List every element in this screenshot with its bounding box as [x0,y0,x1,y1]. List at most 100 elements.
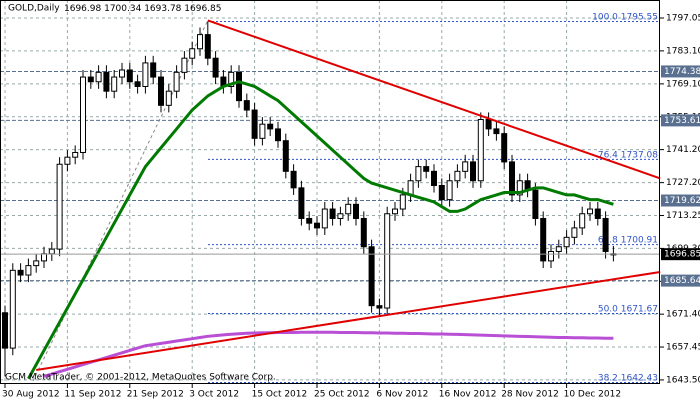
candle-body [579,213,586,229]
candle-body [470,161,476,182]
candle-body [415,166,422,182]
candle-body [594,208,601,219]
fib-price: 1642.43 [621,373,658,383]
candle-body [236,71,242,102]
candle-body [423,166,430,172]
x-tick-label: 6 Nov 2012 [376,390,428,400]
header-low: 1693.78 [144,4,181,14]
level-box [661,274,700,287]
candle-body [306,217,313,224]
fib-ratio: 50.0 [598,304,618,314]
level-label: 1774.38 [664,67,700,77]
candle-body [314,222,320,229]
candle-body [587,208,593,215]
candle-body [95,71,102,83]
header-open: 1696.98 [64,4,101,14]
candle-body [204,34,211,59]
candle-body [111,76,118,92]
candle-body [64,156,71,165]
candle-body [103,71,110,92]
candle-body [9,269,16,349]
x-tick-label: 15 Oct 2012 [252,390,308,400]
candle-body [462,161,469,172]
x-tick-label: 11 Sep 2012 [64,390,121,400]
y-tick-label: 1797.05 [666,14,700,24]
fib-ratio: 76.4 [598,150,618,160]
y-tick-label: 1769.10 [666,79,700,89]
candle-body [259,123,266,139]
candle-body [267,123,274,130]
candle-body [173,71,180,92]
candle-body [563,236,570,248]
y-tick-label: 1741.20 [666,145,700,155]
y-tick-label: 1727.20 [666,178,700,188]
x-tick-label: 25 Oct 2012 [314,390,370,400]
candle-body [337,213,344,219]
moving-average [27,80,614,380]
x-tick-label: 3 Oct 2012 [189,390,239,400]
x-tick-label: 16 Nov 2012 [439,390,497,400]
candle-body [392,208,398,215]
candle-body [56,163,63,250]
level-box [661,194,700,207]
candle-body [571,227,578,238]
candle-body [126,69,133,83]
candle-body [243,100,250,111]
fib-price: 1737.08 [621,150,658,160]
candle-body [368,246,375,307]
fib-label: 50.0 1671.67 [598,304,658,314]
current-price-label: 1696.85 [664,250,700,260]
candle-body [540,217,547,262]
candle-body [509,161,515,196]
header-ohlc: 1696.98 1700.34 1693.78 1696.85 [64,4,222,14]
candle-body [321,208,328,229]
candle-body [602,217,609,252]
candle-body [532,189,539,219]
fib-label: 38.2 1642.43 [598,373,658,383]
candle-body [150,62,157,78]
candle-body [48,248,55,255]
header-title: GOLD,Daily [8,4,60,14]
moving-average [43,330,614,378]
x-tick-label: 21 Sep 2012 [127,390,184,400]
candle-body [33,260,40,267]
candle-body [87,76,94,83]
candle-body [548,250,554,262]
level-label: 1753.61 [664,116,700,126]
current-price-box [661,248,700,261]
candle-body [282,140,289,172]
x-tick-label: 10 Dec 2012 [564,390,622,400]
candle-body [376,305,383,309]
candle-body [181,57,188,73]
footer: GCM MetaTrader, © 2001-2012, MetaQuotes … [5,373,276,383]
candle-body [41,253,47,262]
fib-label: 100.0 1795.55 [592,12,658,22]
level-box [661,65,700,78]
fibonacci-baseline [32,19,209,382]
fib-ratio: 100.0 [592,12,618,22]
level-label: 1685.64 [664,276,700,286]
candle-body [228,71,235,87]
candle-body [290,170,297,189]
candle-body [329,208,336,219]
fib-price: 1700.91 [621,235,658,245]
candle-body [446,180,453,201]
x-tick-label: 28 Nov 2012 [501,390,559,400]
candle-body [2,312,8,349]
y-tick-label: 1671.40 [666,310,700,320]
candle-body [360,217,367,248]
header-high: 1700.34 [104,4,141,14]
trendline [207,19,661,180]
candle-body [72,151,79,158]
candle-body [134,81,141,87]
candle-body [485,118,492,130]
candle-body [345,203,352,215]
y-tick-label: 1657.45 [666,343,700,353]
y-tick-label: 1783.10 [666,46,700,56]
fib-price: 1671.67 [621,304,658,314]
candle-body [493,128,500,135]
candles-layer [2,21,617,377]
candle-body [142,62,149,87]
candle-body [454,170,461,182]
